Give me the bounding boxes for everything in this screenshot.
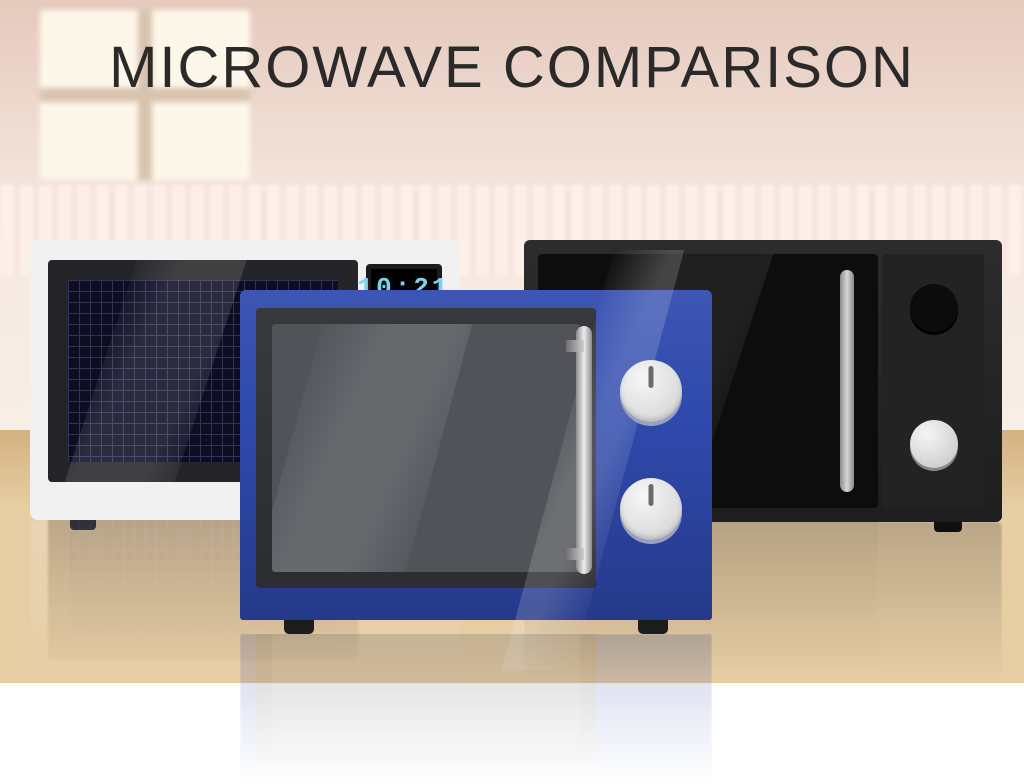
foot-icon [638,620,668,634]
infographic-scene: MICROWAVE COMPARISON 10:21 [0,0,1024,683]
microwave-blue-door [256,308,596,588]
microwave-blue [240,290,712,620]
handle-icon [576,326,592,574]
foot-icon [284,620,314,634]
glare-icon [272,324,488,572]
knob-icon [910,284,958,332]
reflection-blue [240,634,712,784]
page-title: MICROWAVE COMPARISON [0,34,1024,101]
knob-icon [620,360,682,422]
handle-icon [840,270,854,492]
microwave-blue-window [272,324,580,572]
knob-icon [620,478,682,540]
knob-icon [910,420,958,468]
